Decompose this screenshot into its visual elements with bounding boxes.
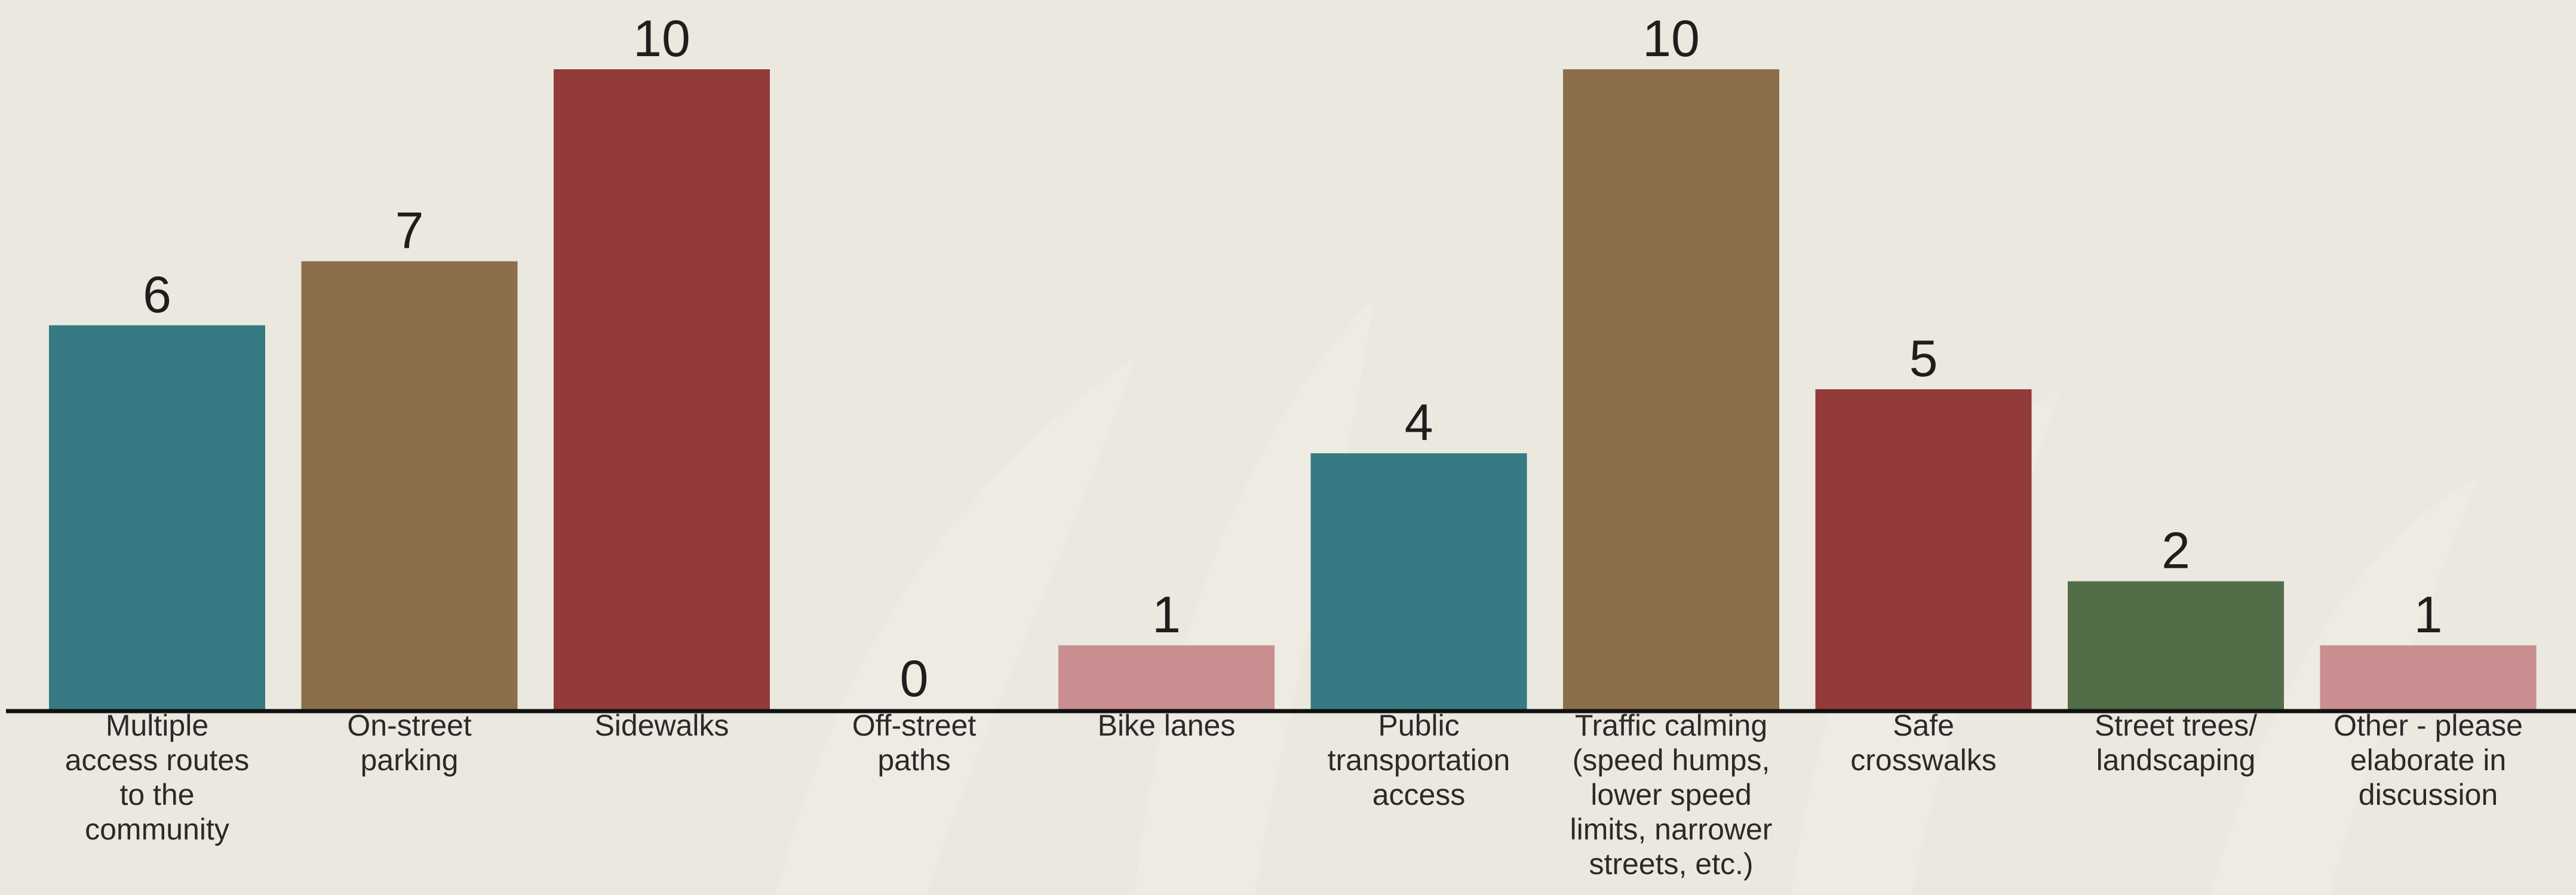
bar-value-label: 0 (900, 650, 929, 708)
x-tick-label: Off-street paths (852, 709, 977, 777)
x-tick-label-line: landscaping (2096, 743, 2256, 777)
x-tick-label: Other - please elaborate in discussion (2334, 709, 2523, 811)
x-tick-label-line: Sidewalks (594, 709, 729, 742)
x-tick-label-line: parking (361, 743, 459, 777)
x-tick-label-line: Safe (1893, 709, 1954, 742)
x-tick-label-line: On-street (347, 709, 472, 742)
x-tick-label-line: Other - please (2334, 709, 2523, 742)
x-tick-label-line: limits, narrower (1570, 813, 1773, 846)
x-tick-label: Traffic calming (speed humps, lower speed l… (1570, 709, 1773, 881)
x-tick-label: Public transportation access (1328, 709, 1510, 811)
bar-7 (1563, 69, 1779, 709)
x-tick-label-line: Multiple (106, 709, 208, 742)
bar-value-label: 10 (633, 10, 690, 67)
bar-9 (2068, 581, 2284, 709)
bar-value-label: 5 (1909, 330, 1938, 387)
bar-value-label: 6 (143, 266, 171, 324)
x-tick-label-line: paths (877, 743, 950, 777)
x-tick-label-line: discussion (2359, 778, 2498, 811)
x-tick-label-line: to the (119, 778, 194, 811)
bar-5 (1058, 645, 1275, 709)
x-tick-label: On-street parking (347, 709, 472, 777)
bar-8 (1815, 389, 2032, 709)
bar-value-label: 7 (395, 202, 424, 260)
x-tick-label-line: access routes (65, 743, 249, 777)
bar-10 (2320, 645, 2537, 709)
x-tick-label-line: Traffic calming (1575, 709, 1767, 742)
x-tick-label-line: elaborate in (2350, 743, 2506, 777)
bar-value-label: 1 (1152, 586, 1181, 644)
x-tick-label-line: Off-street (852, 709, 977, 742)
x-tick-label-line: crosswalks (1850, 743, 1996, 777)
x-tick-label-line: community (85, 813, 229, 846)
bar-1 (49, 325, 265, 709)
bar-value-label: 2 (2161, 522, 2190, 580)
x-tick-label-line: Street trees/ (2095, 709, 2257, 742)
x-tick-label: Sidewalks (594, 709, 729, 742)
x-tick-label-line: (speed humps, (1573, 743, 1770, 777)
bar-3 (554, 69, 770, 709)
bar-value-label: 4 (1405, 394, 1433, 451)
bar-2 (301, 261, 518, 710)
x-tick-label-line: lower speed (1591, 778, 1752, 811)
x-tick-label: Bike lanes (1098, 709, 1236, 742)
x-tick-label-line: access (1373, 778, 1466, 811)
x-tick-label: Safe crosswalks (1850, 709, 1996, 777)
bar-value-label: 1 (2414, 586, 2443, 644)
x-tick-label-line: Public (1378, 709, 1459, 742)
x-tick-label-line: Bike lanes (1098, 709, 1236, 742)
x-tick-label: Multiple access routes to the community (65, 709, 249, 846)
bar-6 (1310, 453, 1527, 709)
x-tick-label-line: streets, etc.) (1589, 847, 1753, 881)
x-tick-label: Street trees/landscaping (2095, 709, 2257, 777)
bar-value-label: 10 (1642, 10, 1700, 67)
x-tick-label-line: transportation (1328, 743, 1510, 777)
